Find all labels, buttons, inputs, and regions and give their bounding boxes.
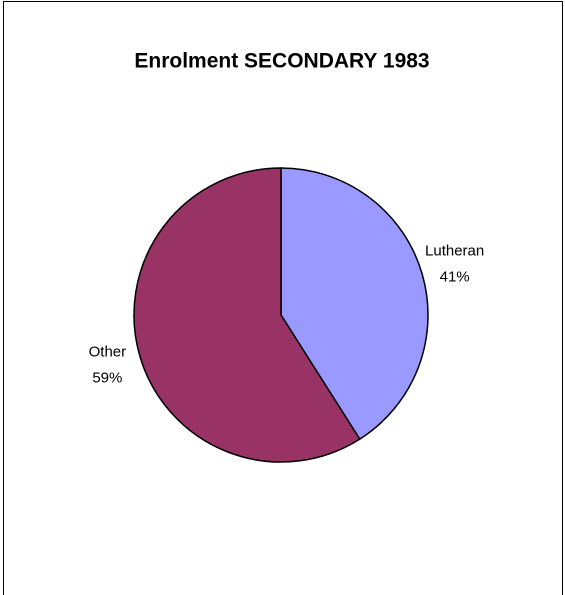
pie-slice bbox=[133, 167, 361, 463]
slice-label: Lutheran bbox=[425, 243, 484, 260]
slice-value-label: 41% bbox=[440, 269, 470, 286]
pie-slice bbox=[280, 167, 429, 441]
slice-value-label: 59% bbox=[92, 369, 122, 386]
chart-title: Enrolment SECONDARY 1983 bbox=[134, 50, 429, 73]
slice-label: Other bbox=[89, 343, 127, 360]
